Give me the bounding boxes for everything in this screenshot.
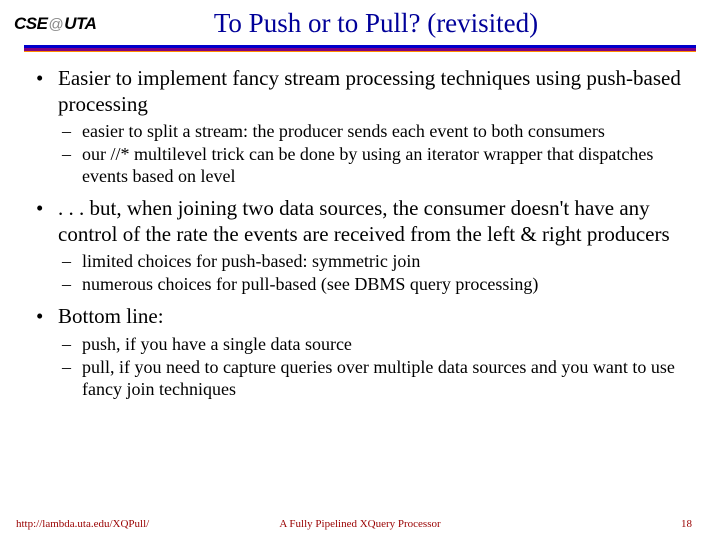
sub-item: our //* multilevel trick can be done by … [58,144,690,188]
bullet-item: Easier to implement fancy stream process… [30,66,690,188]
sub-item: push, if you have a single data source [58,334,690,356]
footer-url: http://lambda.uta.edu/XQPull/ [16,518,149,530]
bullet-list: Easier to implement fancy stream process… [30,66,690,401]
bullet-text: Easier to implement fancy stream process… [58,66,681,116]
title-rule [24,45,696,52]
bullet-item: . . . but, when joining two data sources… [30,196,690,296]
sub-item: easier to split a stream: the producer s… [58,121,690,143]
bullet-text: . . . but, when joining two data sources… [58,196,670,246]
footer-title: A Fully Pipelined XQuery Processor [279,518,440,530]
sub-list: easier to split a stream: the producer s… [58,121,690,188]
header: CSE@UTA To Push or to Pull? (revisited) [0,0,720,39]
footer: http://lambda.uta.edu/XQPull/ A Fully Pi… [0,518,720,530]
sub-item: numerous choices for pull-based (see DBM… [58,274,690,296]
logo: CSE@UTA [14,14,92,34]
sub-item: pull, if you need to capture queries ove… [58,357,690,401]
bullet-item: Bottom line: push, if you have a single … [30,304,690,400]
slide-number: 18 [681,518,692,530]
sub-list: limited choices for push-based: symmetri… [58,251,690,296]
bullet-text: Bottom line: [58,304,164,328]
sub-list: push, if you have a single data source p… [58,334,690,401]
content: Easier to implement fancy stream process… [0,52,720,401]
sub-item: limited choices for push-based: symmetri… [58,251,690,273]
logo-at: @ [47,16,64,33]
logo-left: CSE [14,14,47,33]
slide-title: To Push or to Pull? (revisited) [92,8,720,39]
